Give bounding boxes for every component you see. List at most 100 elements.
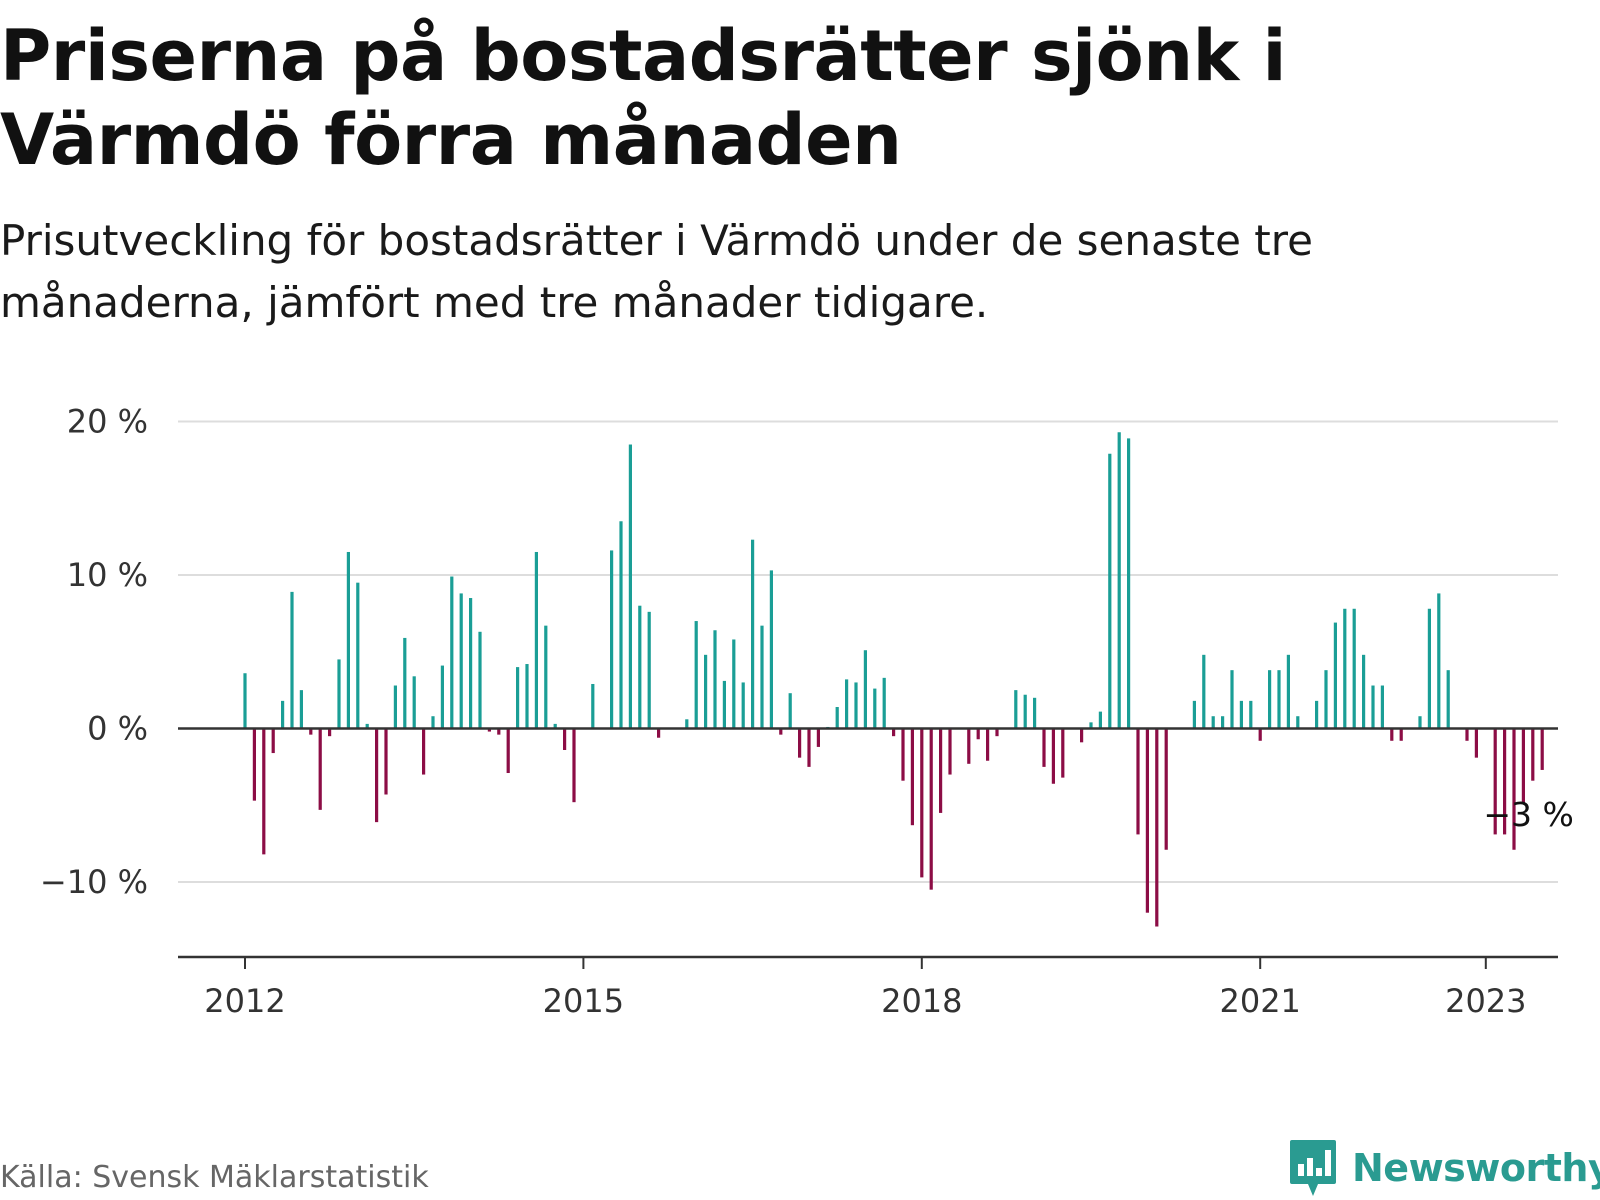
bar [534,551,538,729]
bar [1531,728,1535,781]
bar [1202,654,1206,729]
chart-subtitle: Prisutveckling för bostadsrätter i Värmd… [0,216,1313,327]
bar [1427,608,1431,729]
bar [892,728,896,737]
x-axis-ticks: 2012 2015 2018 2021 2023 [204,957,1527,1020]
x-tick-label: 2021 [1219,982,1300,1020]
x-tick-label: 2018 [881,982,962,1020]
bar [769,570,773,729]
brand-name: Newsworthy [1352,1146,1600,1190]
bar [243,673,247,729]
bar [1239,700,1243,729]
bar [1371,685,1375,729]
bar [816,728,820,747]
bar [1437,593,1441,729]
bar [722,680,726,729]
bar [309,728,313,735]
x-tick-label: 2012 [204,982,285,1020]
bar [544,625,548,729]
bar [572,728,576,803]
bars [243,432,1544,927]
bar [732,639,736,729]
bar [854,682,858,729]
bar [1493,728,1497,835]
bar [1315,700,1319,729]
bar [788,693,792,729]
bar [845,679,849,729]
bar [1061,728,1065,778]
bar [1380,685,1384,729]
bar [487,728,491,732]
bar [271,728,275,754]
bar-chart-speech-bubble-icon [1290,1140,1336,1196]
gridlines [178,420,1558,883]
bar [901,728,905,781]
brand-logo: Newsworthy [1288,1138,1600,1198]
bar [1277,670,1281,729]
axes [178,727,1558,959]
bar [497,728,501,735]
source-note: Källa: Svensk Mäklarstatistik [0,1160,429,1195]
bar [422,728,426,775]
bar [1286,654,1290,729]
bar [638,605,642,729]
bar [375,728,379,823]
bar [403,637,407,729]
bar [986,728,990,761]
bar [412,676,416,729]
bar [252,728,256,801]
bar [807,728,811,767]
bar [1051,728,1055,784]
bar [882,677,886,729]
bar [967,728,971,764]
bar [1521,728,1525,804]
bar [262,728,266,855]
bar [1512,728,1516,850]
bar [318,728,322,810]
bar [1258,728,1262,741]
bar [1343,608,1347,729]
x-tick-label: 2023 [1445,982,1526,1020]
bar [1540,728,1544,770]
bar [1033,697,1037,729]
bar [478,631,482,729]
bar [1221,716,1225,729]
bar [516,667,520,729]
bar [346,551,350,729]
bar [628,444,632,729]
bar [1192,700,1196,729]
bar [365,723,369,729]
bar [1145,728,1149,913]
bar [356,582,360,729]
bar [685,719,689,729]
bar [1230,670,1234,729]
bar [610,550,614,729]
bar [1089,722,1093,729]
bar [741,682,745,729]
bar [1249,700,1253,729]
bar [384,728,388,795]
bar [1098,711,1102,729]
bar [948,728,952,775]
bar [1042,728,1046,767]
bar [591,683,595,729]
y-tick-label: 10 % [67,556,148,594]
bar [751,539,755,729]
bar [1014,690,1018,729]
bar [694,621,698,729]
bar [1117,432,1121,729]
bar [647,611,651,729]
bar [459,593,463,729]
bar [1399,728,1403,741]
bar [1503,728,1507,835]
bar [863,650,867,729]
bar [337,659,341,729]
bar [328,728,332,737]
bar [1474,728,1478,758]
bar [1446,670,1450,729]
last-value-annotation: −3 % [1483,795,1574,834]
bar [798,728,802,758]
y-axis-ticks: 20 % 10 % 0 % −10 % [40,403,148,902]
bar [920,728,924,878]
bar [506,728,510,774]
